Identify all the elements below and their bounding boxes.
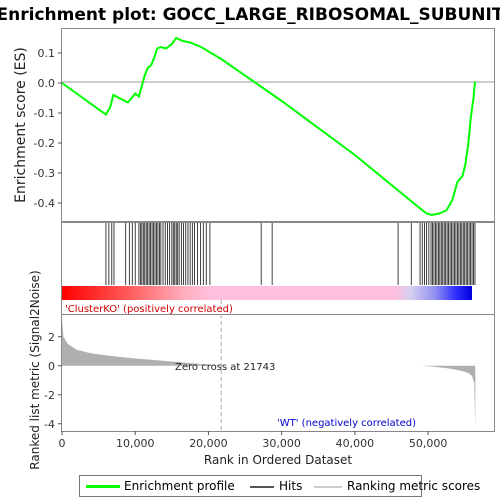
- xtick-label: 50,000: [409, 437, 448, 450]
- xtick-label: 30,000: [262, 437, 301, 450]
- legend-hits-swatch: [250, 486, 274, 488]
- hits-panel: [61, 222, 495, 315]
- metric-ytick-label: -4: [44, 418, 55, 431]
- legend-enrichment-label: Enrichment profile: [124, 479, 235, 493]
- enrichment-profile-line: [61, 36, 476, 217]
- es-panel: [61, 28, 495, 222]
- es-ytick-label: -0.4: [34, 197, 55, 210]
- metric-axis-label: Ranked list metric (Signal2Noise): [28, 270, 42, 469]
- es-ytick-label: -0.2: [34, 137, 55, 150]
- es-ytick-label: -0.3: [34, 167, 55, 180]
- chart-title: Enrichment plot: GOCC_LARGE_RIBOSOMAL_SU…: [0, 5, 500, 25]
- x-axis-label: Rank in Ordered Dataset: [204, 453, 352, 467]
- es-axis-label: Enrichment score (ES): [13, 47, 29, 203]
- legend: Enrichment profile Hits Ranking metric s…: [79, 475, 480, 497]
- negative-correlation-label: 'WT' (negatively correlated): [277, 418, 416, 429]
- es-ytick-label: 0.0: [38, 77, 56, 90]
- xtick-label: 10,000: [116, 437, 155, 450]
- legend-hits-label: Hits: [279, 479, 303, 493]
- metric-ytick-label: -2: [44, 389, 55, 402]
- metric-panel: [61, 314, 495, 432]
- zero-cross-label: Zero cross at 21743: [175, 362, 275, 373]
- legend-ranking-swatch: [314, 486, 342, 488]
- xtick-label: 20,000: [189, 437, 228, 450]
- metric-ytick-label: 0: [48, 360, 55, 373]
- legend-enrichment-swatch: [86, 485, 120, 488]
- positive-correlation-label: 'ClusterKO' (positively correlated): [65, 304, 233, 315]
- xtick-label: 0: [59, 437, 66, 450]
- hit-markers: [105, 223, 476, 285]
- es-ytick-label: 0.1: [38, 47, 56, 60]
- legend-ranking-label: Ranking metric scores: [347, 479, 481, 493]
- ranking-color-band: [62, 286, 472, 300]
- es-ytick-label: -0.1: [34, 107, 55, 120]
- xtick-label: 40,000: [336, 437, 375, 450]
- metric-ytick-label: 2: [48, 331, 55, 344]
